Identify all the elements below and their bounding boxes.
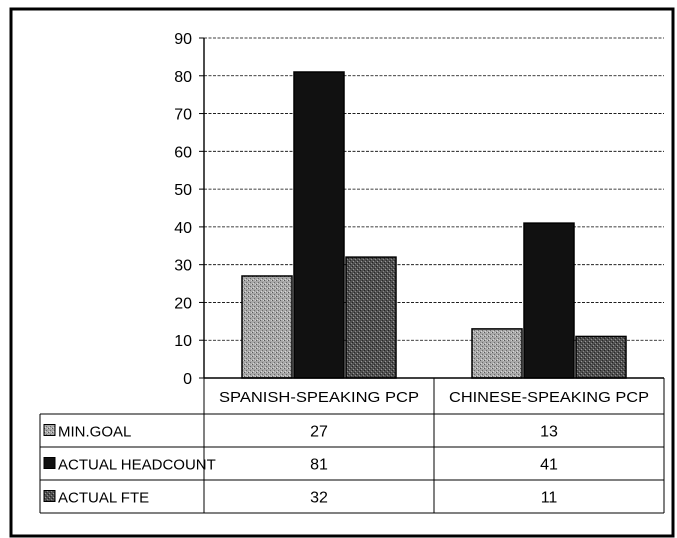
bar (345, 256, 397, 379)
bar (471, 328, 523, 379)
legend-swatch (43, 424, 56, 436)
data-label: 32 (310, 490, 328, 507)
data-table: SPANISH-SPEAKING PCP CHINESE-SPEAKING PCP… (39, 378, 665, 514)
legend-swatch (43, 457, 56, 469)
bar (293, 71, 345, 379)
y-tick-label: 90 (174, 31, 192, 48)
data-label: 81 (310, 457, 328, 474)
bar (241, 275, 293, 379)
data-label: 11 (541, 490, 558, 507)
y-axis-ticks: 0 10 20 30 40 50 60 70 80 90 (174, 31, 204, 388)
category-label: CHINESE-SPEAKING PCP (449, 389, 649, 406)
bar (575, 335, 627, 379)
y-tick-label: 30 (174, 258, 192, 275)
data-label: 41 (540, 457, 558, 474)
y-tick-label: 20 (174, 295, 192, 312)
data-label: 13 (540, 424, 558, 441)
series-label: ACTUAL FTE (58, 490, 149, 507)
y-tick-label: 10 (174, 333, 192, 350)
legend-swatch (43, 490, 56, 502)
y-tick-label: 60 (174, 144, 192, 161)
bar (523, 222, 575, 379)
y-tick-label: 50 (174, 182, 192, 199)
y-tick-label: 40 (174, 220, 192, 237)
y-tick-label: 0 (183, 371, 192, 388)
data-label: 27 (310, 424, 328, 441)
series-label: ACTUAL HEADCOUNT (58, 457, 216, 474)
y-tick-label: 70 (174, 107, 192, 124)
category-label: SPANISH-SPEAKING PCP (219, 389, 419, 406)
y-tick-label: 80 (174, 69, 192, 86)
series-label: MIN.GOAL (58, 424, 131, 441)
